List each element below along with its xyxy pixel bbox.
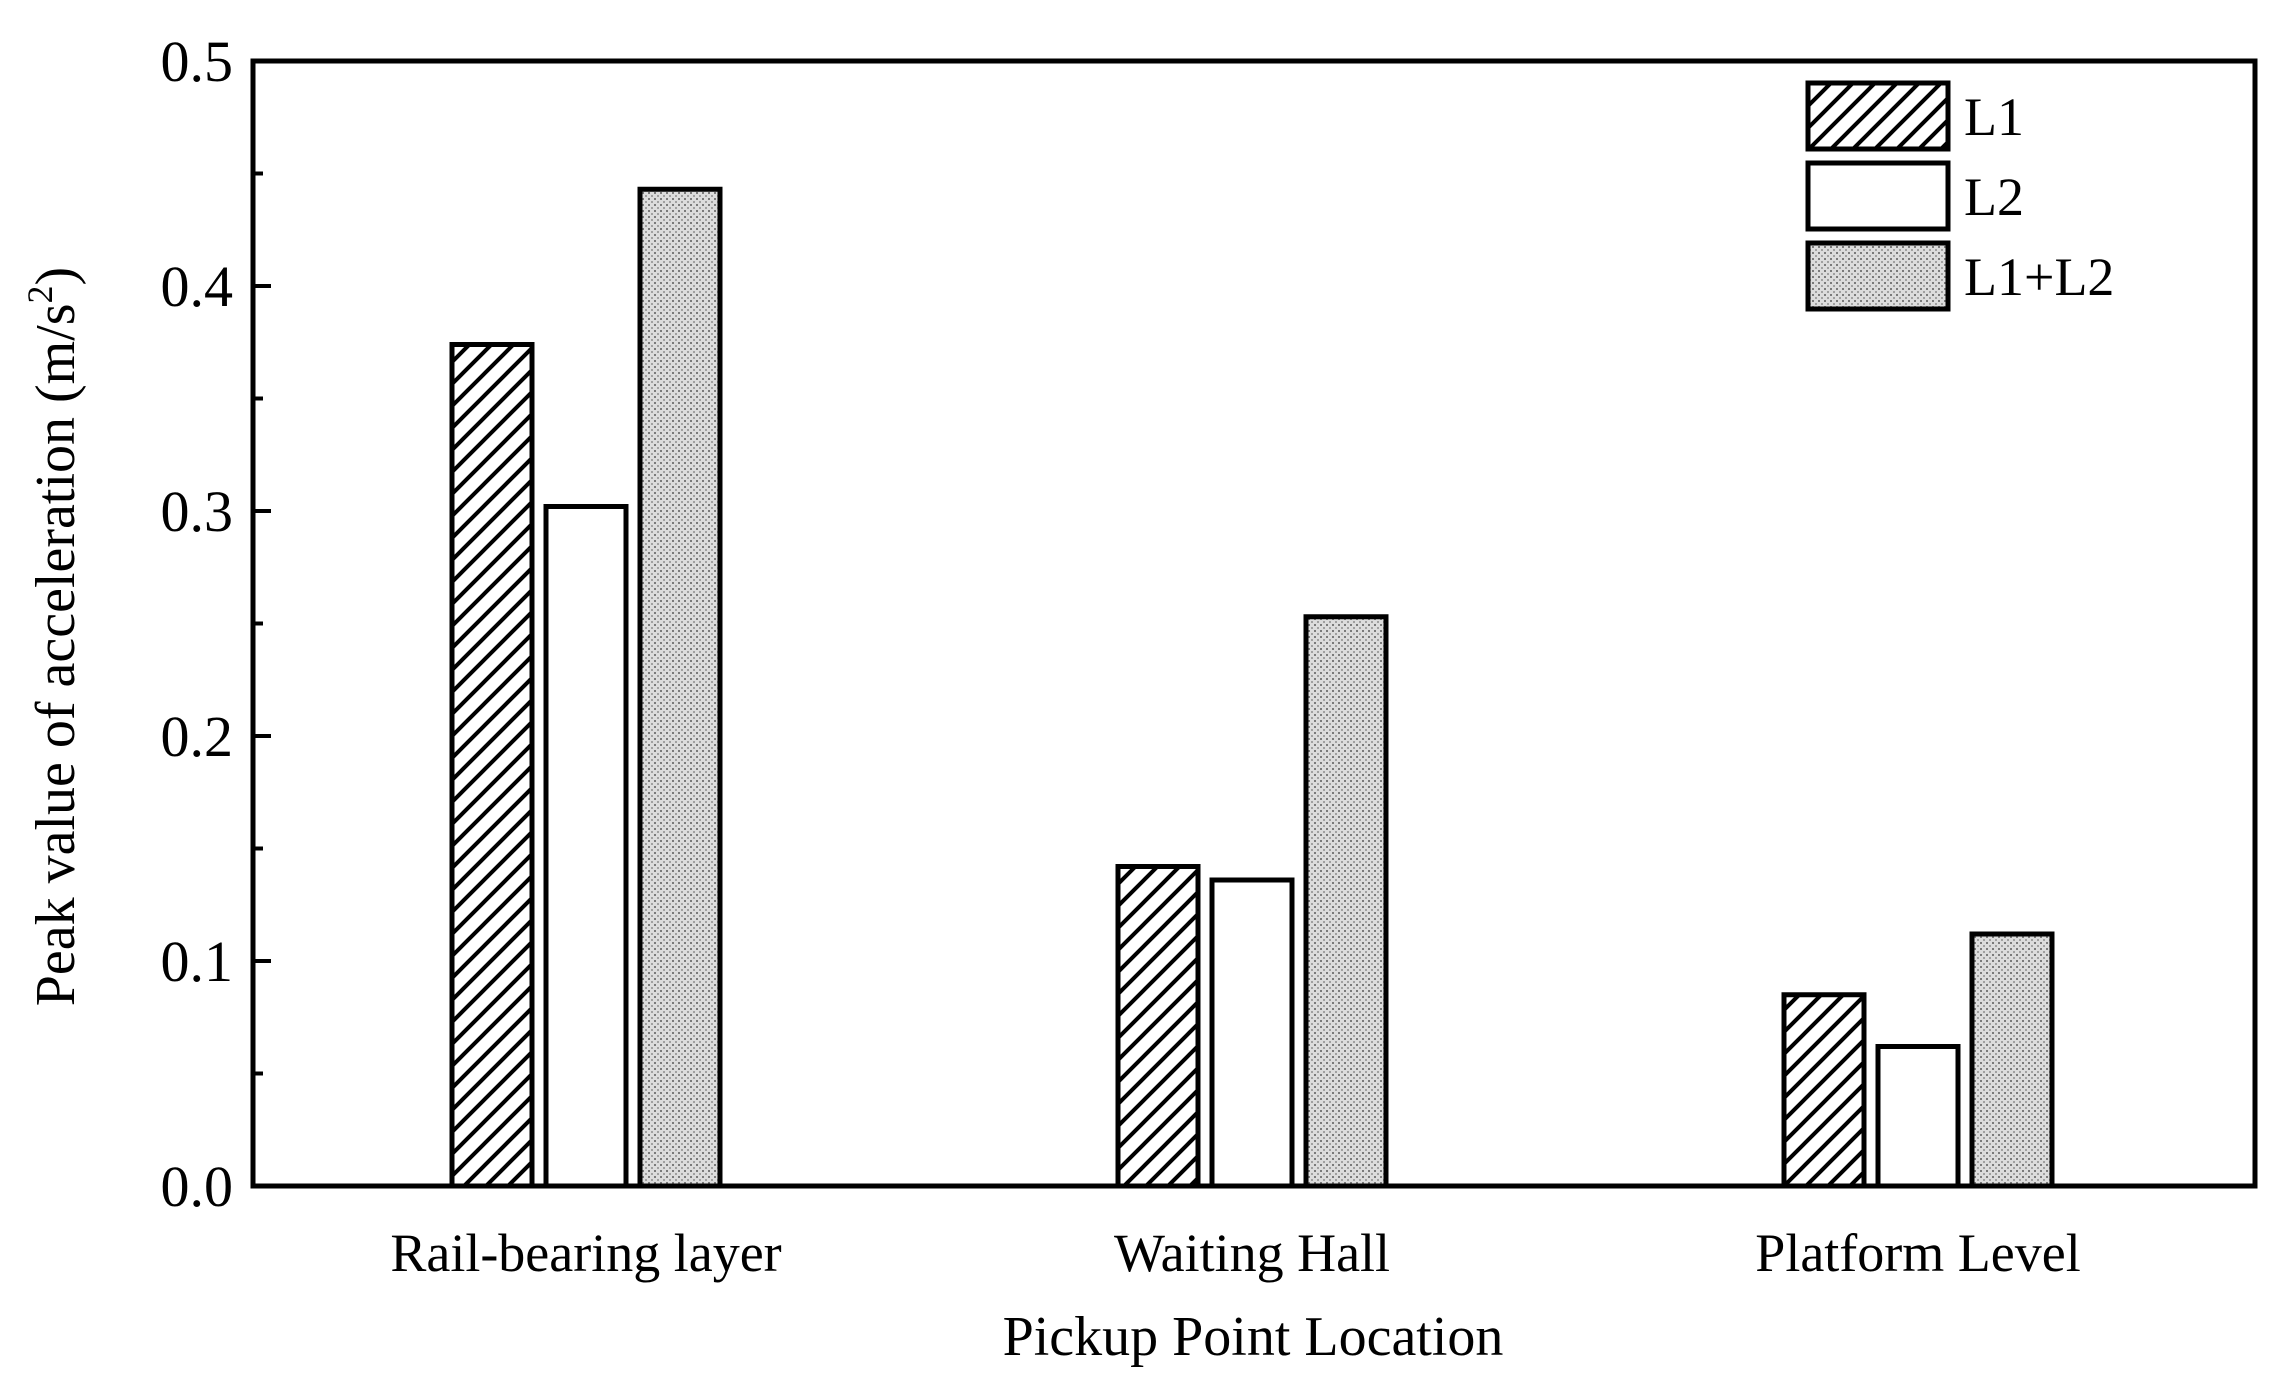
y-tick-label: 0.2: [161, 704, 234, 769]
y-tick-label: 0.1: [161, 929, 234, 994]
x-category-label: Waiting Hall: [1114, 1223, 1390, 1283]
bar-l1-2: [1781, 992, 1867, 1189]
bar-l1-0: [449, 342, 535, 1189]
x-axis-categories: Rail-bearing layer Waiting Hall Platform L…: [390, 1223, 2080, 1283]
bars-layer: [449, 186, 2055, 1189]
y-tick-label: 0.3: [161, 479, 234, 544]
y-axis-title-main: Peak value of acceleration (m/s: [25, 303, 87, 1006]
x-axis-title: Pickup Point Location: [1003, 1306, 1504, 1368]
y-axis-title: Peak value of acceleration (m/s2): [20, 267, 87, 1006]
y-axis-title-superscript: 2: [20, 285, 60, 303]
y-tick-label: 0.4: [161, 254, 234, 319]
bar-l1-plus-l2-0: [637, 186, 723, 1189]
legend-label: L2: [1964, 167, 2024, 227]
legend-swatch: [1805, 240, 1951, 312]
legend-label: L1+L2: [1964, 247, 2114, 307]
bar-l1-plus-l2-1: [1303, 614, 1389, 1189]
x-category-label: Rail-bearing layer: [390, 1223, 781, 1283]
bar-l2-1: [1209, 877, 1295, 1189]
bar-l1-plus-l2-2: [1969, 931, 2055, 1189]
y-axis-title-end: ): [25, 267, 87, 286]
x-category-label: Platform Level: [1755, 1223, 2080, 1283]
bar-l2-0: [543, 504, 629, 1189]
plot-frame: [250, 58, 2258, 1189]
bar-l2-2: [1875, 1044, 1961, 1189]
legend-label: L1: [1964, 87, 2024, 147]
bar-l1-1: [1115, 864, 1201, 1189]
legend-swatch: [1805, 160, 1951, 232]
legend: L1 L2 L1+L2: [1805, 80, 2114, 312]
y-axis-ticks: 0.0 0.1 0.2 0.3 0.4 0.5: [161, 29, 271, 1219]
y-tick-label: 0.5: [161, 29, 234, 94]
y-tick-label: 0.0: [161, 1154, 234, 1219]
legend-swatch: [1805, 80, 1951, 152]
